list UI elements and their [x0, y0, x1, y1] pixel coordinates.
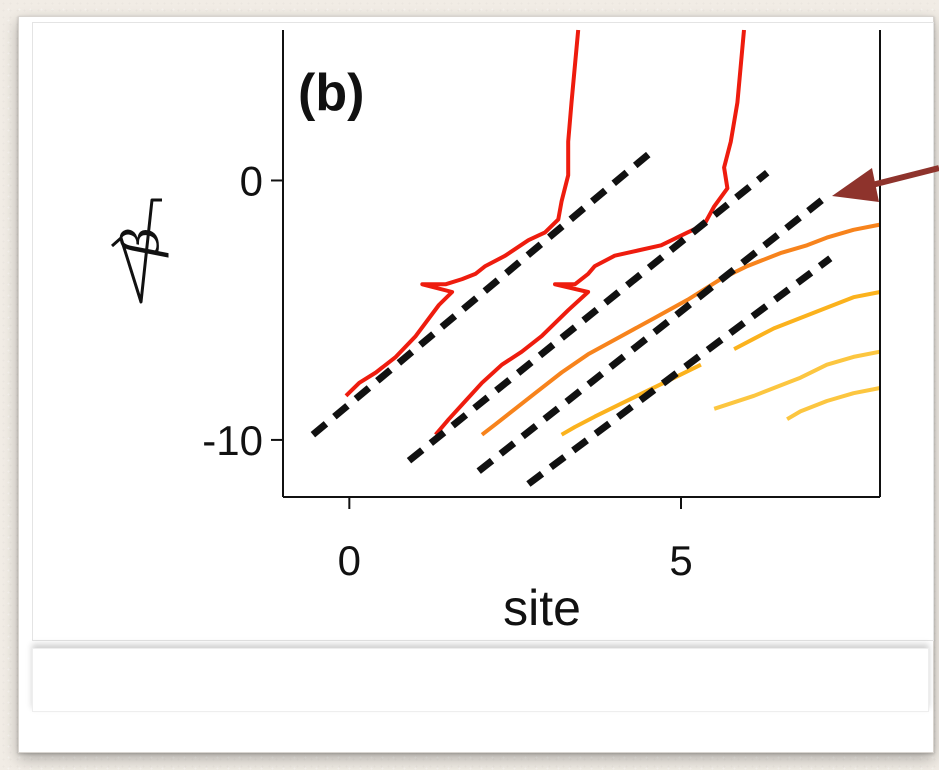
y-tick-label: 0 [240, 157, 263, 204]
annotation-arrow [832, 165, 939, 202]
fit-line-dashed [406, 169, 770, 464]
data-series-line [713, 349, 881, 411]
data-series-line [786, 386, 881, 421]
series-layer [310, 29, 881, 487]
fit-line-dashed [310, 146, 657, 438]
sqrt-sign-icon [111, 198, 162, 304]
y-tick-label: -10 [202, 417, 263, 464]
fit-line-dashed [526, 255, 833, 487]
arrow-head-icon [832, 168, 879, 202]
data-series-line [560, 362, 702, 437]
x-axis-label: site [503, 580, 581, 636]
ticks-layer: 0 5 0 -10 [202, 157, 692, 584]
x-tick-label: 0 [338, 537, 361, 584]
data-series-line [733, 290, 881, 351]
figure-slide [32, 22, 934, 641]
y-axis-title: β [111, 198, 170, 304]
x-tick-label: 5 [669, 537, 692, 584]
data-series-line [344, 29, 581, 398]
fit-line-dashed [476, 190, 833, 474]
lower-panel [32, 648, 929, 712]
panel-label: (b) [298, 64, 364, 122]
y-axis-label: β [112, 227, 170, 258]
data-series-line [480, 222, 881, 437]
data-series-line [434, 29, 746, 436]
